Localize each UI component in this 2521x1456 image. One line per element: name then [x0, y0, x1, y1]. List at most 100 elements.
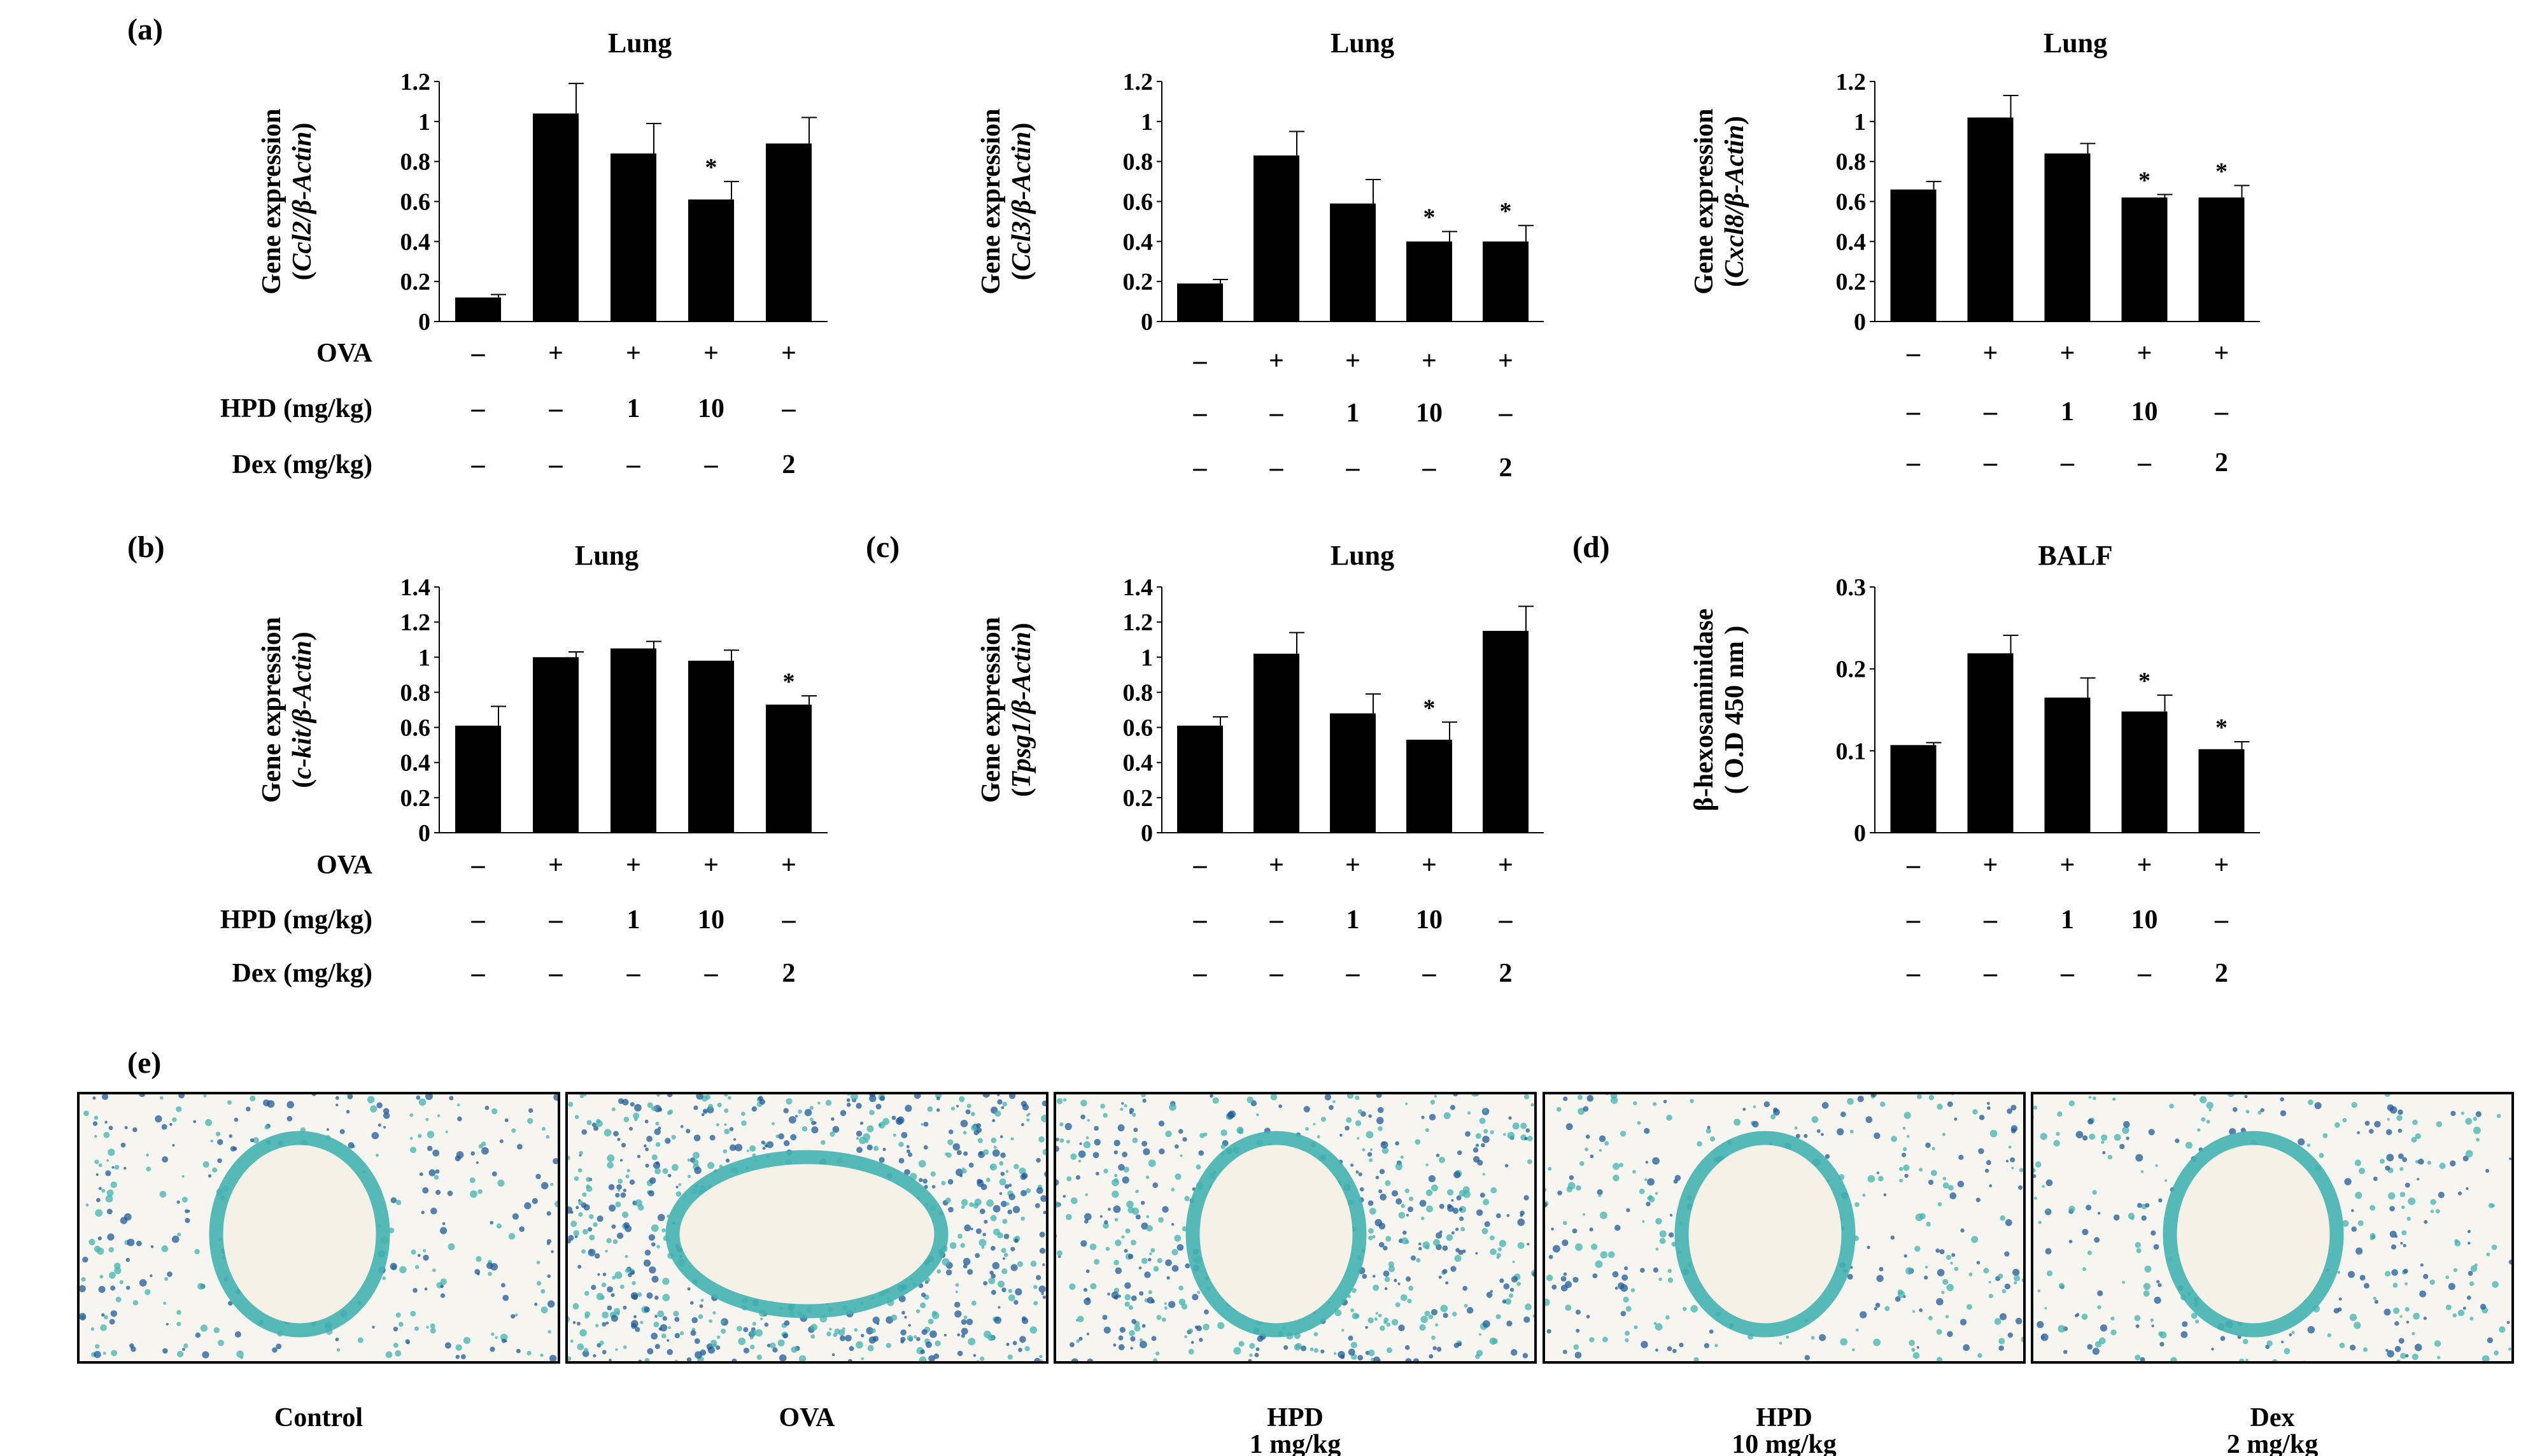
cell-nucleus [2469, 1317, 2474, 1321]
cell-nucleus [1968, 1272, 1973, 1276]
cell-nucleus [1682, 1306, 1687, 1311]
cell-nucleus [2404, 1307, 2410, 1312]
cell-nucleus [2014, 1281, 2017, 1285]
cell-nucleus [205, 1119, 213, 1126]
cell-nucleus [849, 1346, 854, 1352]
cell-nucleus [1197, 1290, 1201, 1294]
cell-nucleus [1899, 1178, 1903, 1183]
cell-nucleus [1586, 1094, 1594, 1102]
cell-nucleus [1378, 1313, 1382, 1318]
cell-nucleus [540, 1354, 544, 1357]
cell-nucleus [1078, 1159, 1082, 1163]
cell-nucleus [927, 1106, 933, 1112]
cell-nucleus [2102, 1151, 2106, 1155]
cell-nucleus [98, 1285, 106, 1293]
cell-nucleus [78, 1285, 86, 1292]
cell-nucleus [1620, 1311, 1627, 1317]
cell-nucleus [2068, 1205, 2075, 1213]
cell-nucleus [1365, 1325, 1368, 1329]
significance-star: * [2215, 158, 2228, 185]
cell-nucleus [1103, 1168, 1108, 1174]
cell-nucleus [1021, 1172, 1028, 1179]
cell-nucleus [724, 1123, 727, 1126]
cell-nucleus [637, 1204, 644, 1211]
cell-nucleus [1118, 1335, 1124, 1341]
cell-nucleus [540, 1289, 546, 1294]
cell-nucleus [856, 1341, 863, 1349]
cell-nucleus [994, 1316, 1002, 1324]
cell-nucleus [1562, 1220, 1567, 1226]
cell-nucleus [145, 1289, 151, 1296]
cell-nucleus [1395, 1302, 1401, 1308]
tissue-image [567, 1093, 1047, 1362]
cell-nucleus [2354, 1159, 2361, 1166]
significance-star: * [2138, 668, 2150, 695]
cell-nucleus [200, 1324, 208, 1332]
treatment-cell: – [626, 959, 641, 988]
cell-nucleus [665, 1138, 671, 1144]
cell-nucleus [1007, 1354, 1013, 1360]
cell-nucleus [1104, 1220, 1108, 1224]
cell-nucleus [1146, 1225, 1153, 1232]
cell-nucleus [2385, 1348, 2389, 1352]
cell-nucleus [1479, 1117, 1486, 1124]
cell-nucleus [120, 1142, 126, 1148]
cell-nucleus [687, 1158, 691, 1162]
cell-nucleus [2010, 1105, 2017, 1111]
cell-nucleus [1080, 1114, 1085, 1120]
cell-nucleus [1001, 1106, 1005, 1110]
cell-nucleus [1168, 1301, 1176, 1308]
cell-nucleus [1369, 1158, 1373, 1163]
cell-nucleus [1475, 1143, 1479, 1147]
cell-nucleus [975, 1253, 980, 1259]
cell-nucleus [1404, 1345, 1410, 1350]
cell-nucleus [1942, 1182, 1949, 1189]
cell-nucleus [409, 1147, 417, 1154]
cell-nucleus [1928, 1179, 1934, 1185]
cell-nucleus [584, 1314, 589, 1319]
cell-nucleus [809, 1106, 814, 1110]
cell-nucleus [607, 1161, 614, 1169]
cell-nucleus [1124, 1248, 1128, 1253]
cell-nucleus [94, 1115, 99, 1120]
histology-caption: OVA [779, 1403, 836, 1432]
cell-nucleus [1066, 1140, 1070, 1144]
cell-nucleus [611, 1315, 618, 1322]
cell-nucleus [1608, 1251, 1615, 1258]
cell-nucleus [1436, 1154, 1440, 1157]
cell-nucleus [1592, 1273, 1598, 1278]
cell-nucleus [110, 1310, 118, 1317]
cell-nucleus [2008, 1145, 2012, 1149]
cell-nucleus [579, 1150, 583, 1156]
cell-nucleus [2040, 1133, 2047, 1140]
cell-nucleus [651, 1332, 658, 1340]
cell-nucleus [2135, 1324, 2140, 1329]
cell-nucleus [2347, 1271, 2355, 1278]
cell-nucleus [176, 1322, 181, 1327]
cell-nucleus [1949, 1192, 1957, 1199]
cell-nucleus [1143, 1148, 1150, 1156]
cell-nucleus [1490, 1248, 1497, 1255]
cell-nucleus [183, 1343, 188, 1348]
cell-nucleus [1916, 1094, 1922, 1099]
cell-nucleus [654, 1343, 660, 1350]
cell-nucleus [1942, 1133, 1945, 1136]
cell-nucleus [456, 1103, 460, 1106]
cell-nucleus [499, 1139, 504, 1143]
cell-nucleus [2357, 1131, 2360, 1134]
y-label-line2: (Cxcl8/β-Actin) [1720, 116, 1749, 287]
cell-nucleus [1443, 1313, 1448, 1318]
cell-nucleus [653, 1321, 660, 1327]
cell-nucleus [947, 1178, 954, 1185]
cell-nucleus [976, 1228, 982, 1234]
cell-nucleus [1357, 1355, 1364, 1361]
cell-nucleus [905, 1105, 912, 1112]
cell-nucleus [1439, 1203, 1444, 1209]
y-axis-label: β-hexosaminidase( O.D 450 nm ) [1690, 609, 1749, 812]
cell-nucleus [2508, 1347, 2512, 1351]
cell-nucleus [1036, 1275, 1042, 1280]
cell-nucleus [414, 1326, 420, 1331]
